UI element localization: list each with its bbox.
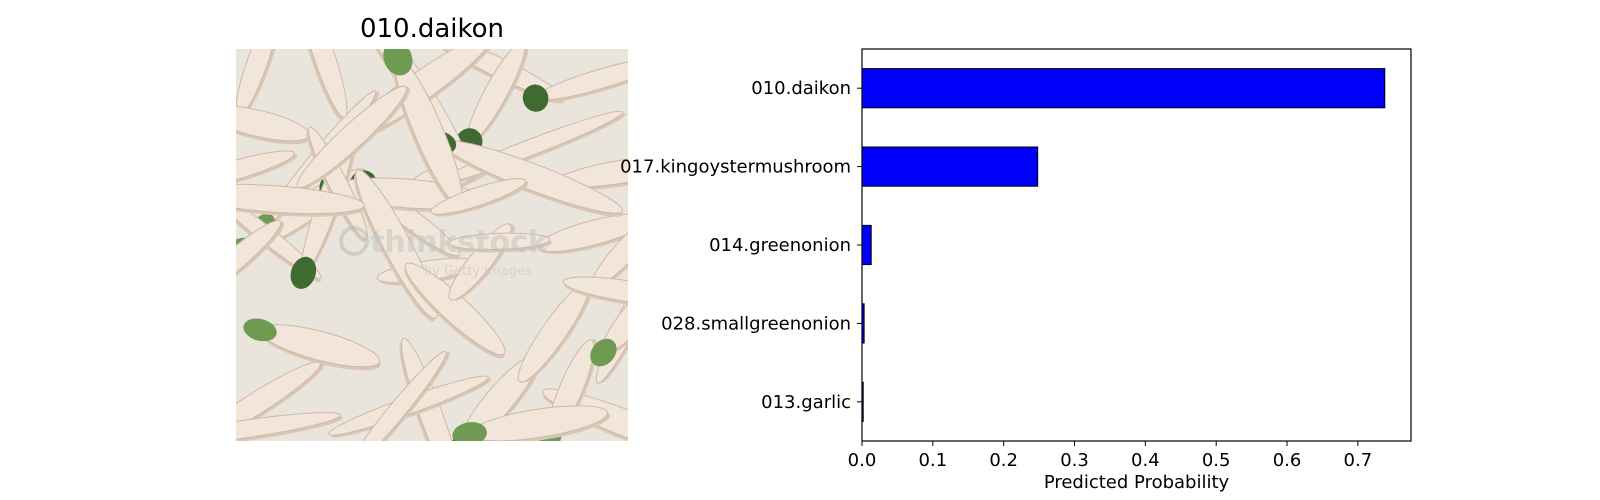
y-tick-label: 010.daikon	[751, 78, 851, 99]
y-tick-label: 028.smallgreenonion	[661, 313, 851, 334]
y-tick-label: 013.garlic	[761, 392, 851, 413]
plot-frame	[861, 48, 1412, 442]
x-tick-label: 0.2	[989, 450, 1018, 471]
radish-pile	[236, 49, 628, 441]
y-tick-label: 014.greenonion	[709, 235, 851, 256]
watermark-subtext: by Getty Images	[424, 264, 532, 279]
image-title: 010.daikon	[359, 14, 505, 44]
bars-layer	[861, 68, 1386, 422]
watermark-text: thinkstock	[370, 225, 549, 260]
x-tick-label: 0.3	[1060, 450, 1089, 471]
x-ticks-layer: 0.0 0.1 0.2 0.3 0.4 0.5 0.6 0.7	[848, 441, 1373, 471]
x-axis-label: Predicted Probability	[1044, 472, 1230, 493]
bar-014.greenonion	[861, 224, 872, 266]
x-tick-label: 0.7	[1344, 450, 1373, 471]
bar-010.daikon	[861, 68, 1386, 109]
x-tick-label: 0.1	[919, 450, 948, 471]
y-tick-label: 017.kingoystermushroom	[620, 157, 851, 178]
daikon-photo: thinkstock by Getty Images	[236, 49, 628, 441]
x-tick-label: 0.6	[1273, 450, 1302, 471]
watermark: thinkstock by Getty Images	[339, 225, 549, 279]
y-ticks-layer: 010.daikon 017.kingoystermushroom 014.gree…	[620, 78, 862, 413]
x-tick-label: 0.4	[1131, 450, 1160, 471]
x-tick-label: 0.0	[848, 450, 877, 471]
bar-017.kingoystermushroom	[861, 146, 1039, 187]
x-tick-label: 0.5	[1202, 450, 1231, 471]
watermark-logo	[339, 226, 369, 256]
